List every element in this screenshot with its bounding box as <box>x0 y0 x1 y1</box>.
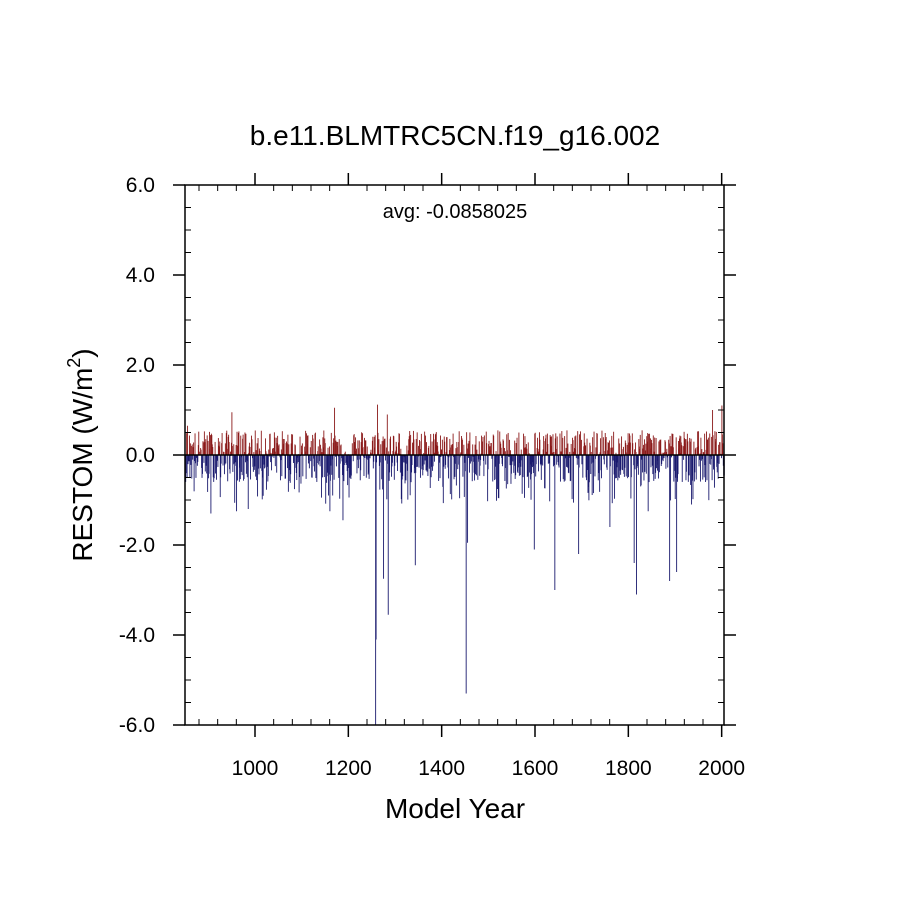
y-axis-title-suffix: ) <box>67 348 98 357</box>
y-axis-title: RESTOM (W/m2) <box>64 348 98 561</box>
x-tick-label: 1000 <box>232 757 279 780</box>
y-tick-label: 4.0 <box>126 264 155 287</box>
y-axis-title-superscript: 2 <box>64 358 84 368</box>
y-tick-label: 2.0 <box>126 354 155 377</box>
x-tick-labels: 1000 1200 1400 1600 1800 2000 <box>232 757 745 780</box>
x-tick-label: 1800 <box>605 757 652 780</box>
x-tick-label: 1600 <box>512 757 559 780</box>
x-tick-label: 1400 <box>418 757 465 780</box>
avg-annotation: avg: -0.0858025 <box>383 201 528 223</box>
x-tick-label: 1200 <box>325 757 372 780</box>
y-tick-labels: 6.0 4.0 2.0 0.0 -2.0 -4.0 -6.0 <box>119 174 155 737</box>
bar-series <box>184 404 725 725</box>
y-tick-label: 0.0 <box>126 444 155 467</box>
axis-ticks <box>173 173 736 737</box>
y-tick-label: -4.0 <box>119 624 155 647</box>
x-tick-label: 2000 <box>698 757 745 780</box>
chart-title: b.e11.BLMTRC5CN.f19_g16.002 <box>250 120 660 151</box>
y-tick-label: 6.0 <box>126 174 155 197</box>
y-tick-label: -2.0 <box>119 534 155 557</box>
y-axis-title-main: RESTOM (W/m <box>67 368 98 562</box>
y-tick-label: -6.0 <box>119 714 155 737</box>
x-axis-title: Model Year <box>385 793 525 824</box>
